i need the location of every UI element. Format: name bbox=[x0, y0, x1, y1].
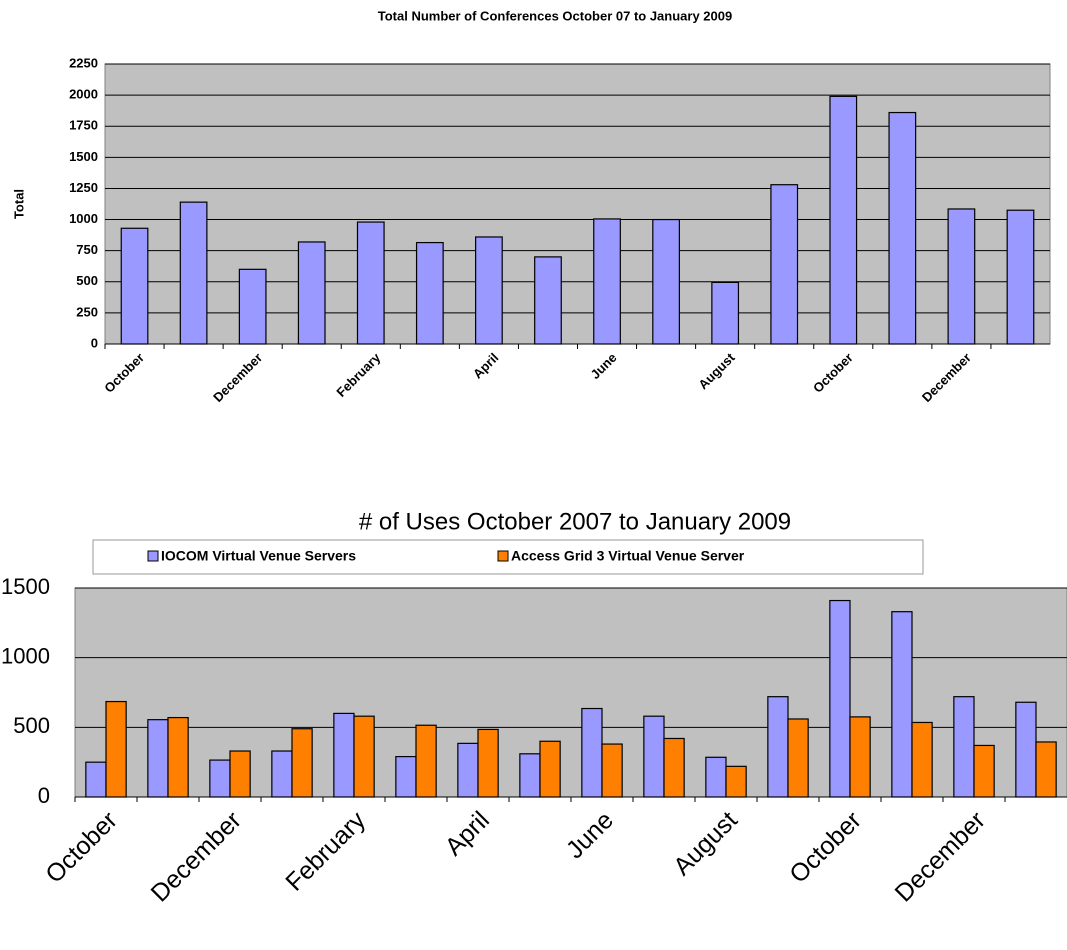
bar bbox=[947, 208, 976, 345]
bar bbox=[457, 742, 479, 798]
x-tick-label: June bbox=[588, 350, 620, 382]
y-tick-label: 2250 bbox=[69, 55, 98, 70]
bar bbox=[1015, 701, 1037, 798]
y-tick-label: 250 bbox=[76, 304, 98, 319]
bar bbox=[829, 599, 851, 798]
y-tick-label: 500 bbox=[13, 713, 50, 738]
y-tick-label: 0 bbox=[91, 335, 98, 350]
x-tick-label: February bbox=[333, 349, 383, 399]
bar bbox=[911, 721, 933, 798]
y-tick-label: 2000 bbox=[69, 87, 98, 102]
bar bbox=[519, 753, 541, 798]
legend-box bbox=[92, 539, 924, 575]
bar bbox=[711, 281, 740, 345]
bar bbox=[167, 716, 189, 798]
bar bbox=[271, 750, 293, 798]
y-tick-label: 1000 bbox=[69, 211, 98, 226]
x-tick-label: April bbox=[440, 806, 495, 861]
bar bbox=[770, 184, 799, 345]
bar bbox=[725, 765, 747, 798]
bar bbox=[477, 728, 499, 798]
bar bbox=[333, 712, 355, 798]
bar bbox=[395, 755, 417, 798]
bar bbox=[1035, 741, 1057, 798]
bar bbox=[601, 743, 623, 798]
bar bbox=[209, 759, 231, 798]
bar bbox=[179, 201, 208, 345]
bar bbox=[534, 256, 562, 345]
bar bbox=[593, 218, 621, 345]
bar bbox=[356, 221, 385, 345]
y-tick-label: 500 bbox=[76, 273, 98, 288]
bar bbox=[539, 740, 561, 798]
y-tick-label: 1500 bbox=[69, 149, 98, 164]
bar bbox=[85, 761, 107, 798]
legend-label: IOCOM Virtual Venue Servers bbox=[161, 548, 356, 564]
x-tick-label: October bbox=[101, 350, 147, 396]
x-tick-label: April bbox=[470, 350, 502, 382]
y-tick-label: 1500 bbox=[1, 574, 50, 599]
legend-swatch bbox=[497, 550, 509, 562]
x-tick-label: February bbox=[280, 806, 371, 897]
bar bbox=[953, 696, 975, 798]
legend-swatch bbox=[147, 550, 159, 562]
bar bbox=[581, 707, 603, 798]
bar bbox=[849, 716, 871, 798]
bar bbox=[973, 744, 995, 798]
bar bbox=[229, 750, 251, 798]
x-tick-label: December bbox=[919, 350, 974, 405]
x-tick-label: October bbox=[784, 806, 867, 889]
bar bbox=[705, 756, 727, 798]
x-tick-label: August bbox=[668, 806, 743, 881]
y-tick-label: 1750 bbox=[69, 118, 98, 133]
bar bbox=[888, 111, 917, 345]
y-tick-label: 1250 bbox=[69, 180, 98, 195]
bar bbox=[105, 700, 127, 798]
bar bbox=[415, 724, 437, 798]
bar bbox=[120, 227, 149, 345]
bar bbox=[238, 268, 267, 345]
bar bbox=[1006, 209, 1035, 345]
x-tick-label: October bbox=[810, 350, 856, 396]
bar bbox=[891, 611, 913, 798]
bar bbox=[475, 236, 503, 345]
chart-title: # of Uses October 2007 to January 2009 bbox=[359, 508, 791, 535]
bar bbox=[415, 241, 444, 345]
x-tick-label: June bbox=[561, 806, 619, 864]
bar bbox=[297, 241, 326, 345]
y-axis-label: Total bbox=[11, 189, 26, 219]
bar bbox=[353, 715, 375, 798]
bar bbox=[291, 728, 313, 798]
bar bbox=[787, 718, 809, 798]
y-tick-label: 1000 bbox=[1, 643, 50, 668]
bar bbox=[663, 737, 685, 798]
x-tick-label: December bbox=[890, 806, 991, 907]
x-tick-label: October bbox=[40, 806, 123, 889]
bar bbox=[767, 696, 789, 798]
x-tick-label: December bbox=[146, 806, 247, 907]
bar bbox=[829, 95, 858, 345]
bar bbox=[643, 715, 665, 798]
x-tick-label: December bbox=[210, 350, 265, 405]
bar bbox=[147, 719, 169, 798]
bar bbox=[652, 218, 680, 345]
chart-title: Total Number of Conferences October 07 t… bbox=[378, 8, 732, 23]
x-tick-label: August bbox=[695, 349, 738, 392]
y-tick-label: 750 bbox=[76, 242, 98, 257]
legend-label: Access Grid 3 Virtual Venue Server bbox=[511, 548, 745, 564]
y-tick-label: 0 bbox=[38, 783, 50, 808]
